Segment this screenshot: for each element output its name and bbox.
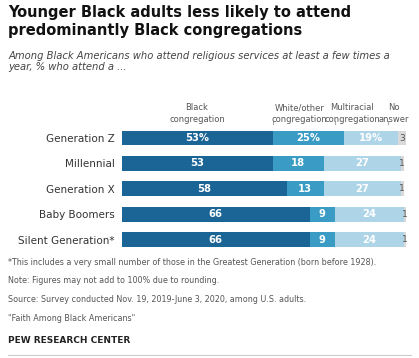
Bar	[324, 156, 401, 171]
Text: "Faith Among Black Americans": "Faith Among Black Americans"	[8, 314, 136, 323]
Text: PEW RESEARCH CENTER: PEW RESEARCH CENTER	[8, 336, 131, 345]
Bar	[310, 232, 335, 247]
Bar	[310, 207, 335, 222]
Bar	[122, 156, 272, 171]
Text: Black
congregation: Black congregation	[169, 103, 225, 124]
Text: 1: 1	[402, 235, 408, 244]
Bar	[335, 232, 403, 247]
Text: Younger Black adults less likely to attend
predominantly Black congregations: Younger Black adults less likely to atte…	[8, 5, 352, 38]
Text: 18: 18	[291, 159, 305, 168]
Text: Source: Survey conducted Nov. 19, 2019-June 3, 2020, among U.S. adults.: Source: Survey conducted Nov. 19, 2019-J…	[8, 295, 307, 304]
Text: 13: 13	[298, 184, 312, 194]
Bar	[324, 182, 401, 196]
Text: 66: 66	[209, 235, 222, 245]
Text: 58: 58	[197, 184, 211, 194]
Text: 27: 27	[355, 159, 369, 168]
Bar	[122, 207, 310, 222]
Bar	[401, 156, 403, 171]
Text: Multiracial
congregation: Multiracial congregation	[324, 103, 380, 124]
Text: Among Black Americans who attend religious services at least a few times a
year,: Among Black Americans who attend religio…	[8, 51, 390, 72]
Bar	[403, 207, 406, 222]
Text: 9: 9	[319, 235, 326, 245]
Bar	[335, 207, 403, 222]
Text: White/other
congregation: White/other congregation	[272, 103, 328, 124]
Text: 53%: 53%	[185, 133, 209, 143]
Bar	[403, 232, 406, 247]
Text: No
answer: No answer	[378, 103, 409, 124]
Text: Note: Figures may not add to 100% due to rounding.: Note: Figures may not add to 100% due to…	[8, 276, 220, 285]
Text: 3: 3	[399, 134, 405, 142]
Text: 27: 27	[355, 184, 369, 194]
Bar	[401, 182, 403, 196]
Text: 25%: 25%	[296, 133, 320, 143]
Text: 9: 9	[319, 209, 326, 219]
Text: 1: 1	[399, 159, 405, 168]
Text: *This includes a very small number of those in the Greatest Generation (born bef: *This includes a very small number of th…	[8, 258, 377, 267]
Bar	[398, 131, 406, 145]
Bar	[272, 156, 324, 171]
Text: 24: 24	[362, 235, 376, 245]
Bar	[344, 131, 398, 145]
Text: 1: 1	[402, 210, 408, 219]
Text: 53: 53	[190, 159, 204, 168]
Text: 24: 24	[362, 209, 376, 219]
Bar	[122, 131, 272, 145]
Bar	[287, 182, 324, 196]
Bar	[122, 232, 310, 247]
Bar	[272, 131, 344, 145]
Bar	[122, 182, 287, 196]
Text: 1: 1	[399, 184, 405, 193]
Text: 66: 66	[209, 209, 222, 219]
Text: 19%: 19%	[359, 133, 383, 143]
